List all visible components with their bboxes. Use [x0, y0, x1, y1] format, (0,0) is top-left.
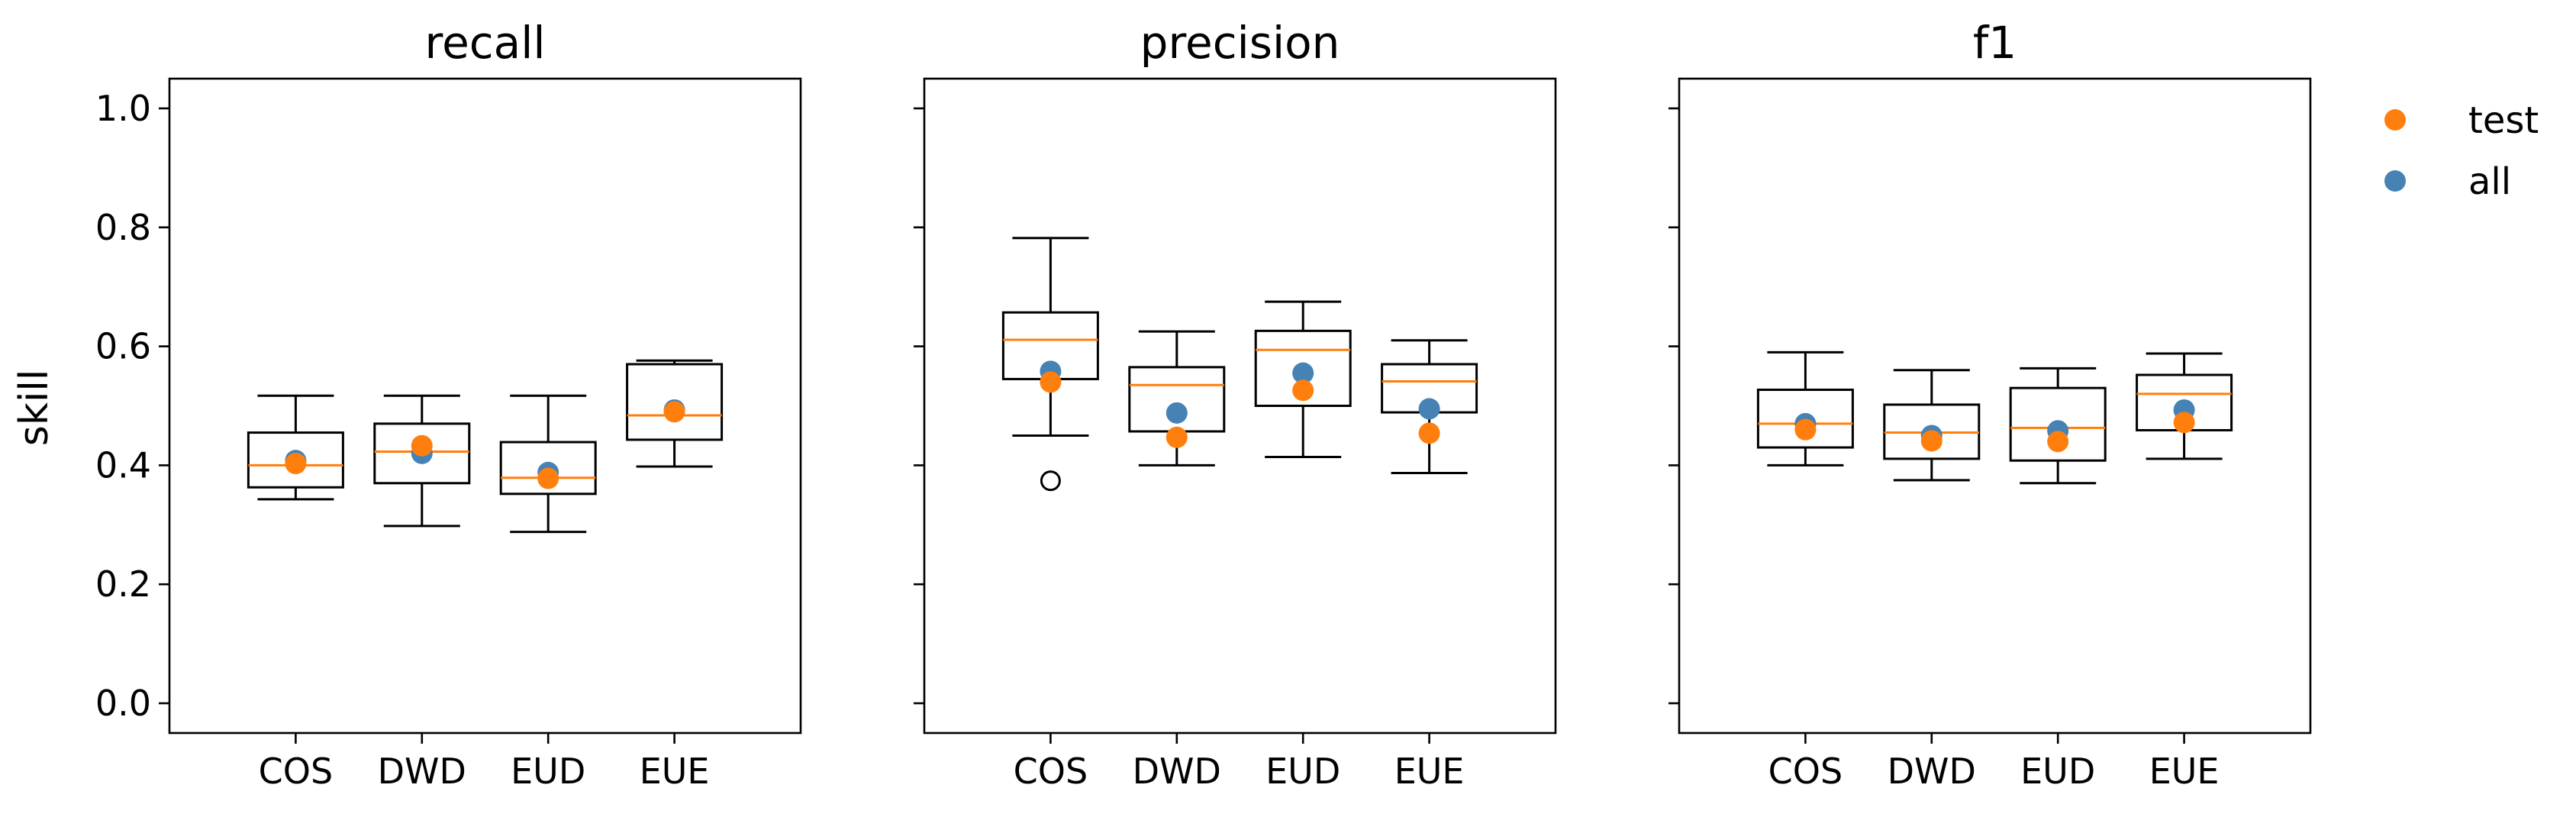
panel-f1: COS DWD EUD EUE f1 — [1668, 17, 2312, 792]
box-dwd — [1883, 369, 1981, 482]
y-axis-label: skill — [11, 370, 57, 447]
x-tick-label-eud: EUD — [1265, 751, 1340, 792]
panel-title: precision — [1140, 17, 1340, 69]
x-tick-label-eue: EUE — [1394, 751, 1465, 792]
panel-title: f1 — [1973, 17, 2017, 69]
point-test-dwd — [1920, 430, 1942, 452]
point-test-cos — [1040, 371, 1062, 393]
x-tick-label-eud: EUD — [2020, 751, 2095, 792]
legend-marker — [2384, 109, 2406, 131]
point-test-eue — [2173, 412, 2195, 434]
point-test-eue — [663, 401, 685, 423]
y-tick-label: 0.0 — [95, 683, 151, 724]
point-test-dwd — [411, 434, 433, 457]
point-all-dwd — [1165, 402, 1188, 424]
point-test-eud — [2047, 431, 2069, 453]
box-iqr — [247, 431, 344, 489]
panel-recall: 0.0 0.2 0.4 0.6 0.8 1.0 COS DWD EUD EUE recall — [95, 17, 802, 792]
panel-precision: COS DWD EUD EUE precision — [914, 17, 1557, 792]
x-tick-label-dwd: DWD — [1133, 751, 1221, 792]
legend-marker — [2384, 170, 2406, 192]
flier-point — [1040, 470, 1061, 492]
legend-label: test — [2468, 99, 2539, 142]
box-cos — [1756, 350, 1854, 467]
y-tick-label: 0.8 — [95, 207, 151, 248]
x-tick-label-cos: COS — [259, 751, 334, 792]
plot-frame — [923, 77, 1557, 735]
box-iqr — [626, 363, 724, 441]
legend-entry-test: test — [2384, 99, 2539, 142]
x-tick-label-cos: COS — [1014, 751, 1088, 792]
panel-title: recall — [425, 17, 546, 69]
box-dwd — [373, 394, 471, 528]
box-eue — [626, 359, 724, 468]
x-tick-label-dwd: DWD — [378, 751, 466, 792]
x-tick-label-dwd: DWD — [1888, 751, 1976, 792]
point-test-eud — [1292, 379, 1314, 402]
point-test-eue — [1418, 422, 1440, 444]
legend-entry-all: all — [2384, 160, 2511, 203]
plot-frame — [168, 77, 802, 735]
x-tick-label-eud: EUD — [511, 751, 585, 792]
box-iqr — [373, 422, 471, 485]
box-eud — [1254, 300, 1352, 459]
box-iqr — [1254, 329, 1352, 407]
y-tick-label: 1.0 — [95, 88, 151, 129]
box-iqr — [1756, 388, 1854, 449]
x-tick-label-eue: EUE — [2149, 751, 2220, 792]
legend: test all — [2384, 99, 2539, 203]
y-tick-label: 0.6 — [95, 326, 151, 367]
point-all-eud — [1292, 362, 1314, 384]
box-iqr — [499, 441, 597, 496]
point-test-cos — [1794, 418, 1817, 441]
legend-label: all — [2468, 160, 2511, 203]
x-tick-label-eue: EUE — [640, 751, 710, 792]
point-all-eue — [1418, 398, 1440, 420]
point-test-dwd — [1165, 426, 1188, 448]
point-test-cos — [285, 453, 307, 475]
box-cos — [247, 394, 344, 501]
point-test-eud — [537, 467, 559, 489]
y-tick-label: 0.4 — [95, 444, 151, 486]
box-iqr — [2009, 386, 2107, 462]
x-tick-label-cos: COS — [1768, 751, 1843, 792]
y-tick-label: 0.2 — [95, 564, 151, 605]
plot-frame — [1678, 77, 2312, 735]
